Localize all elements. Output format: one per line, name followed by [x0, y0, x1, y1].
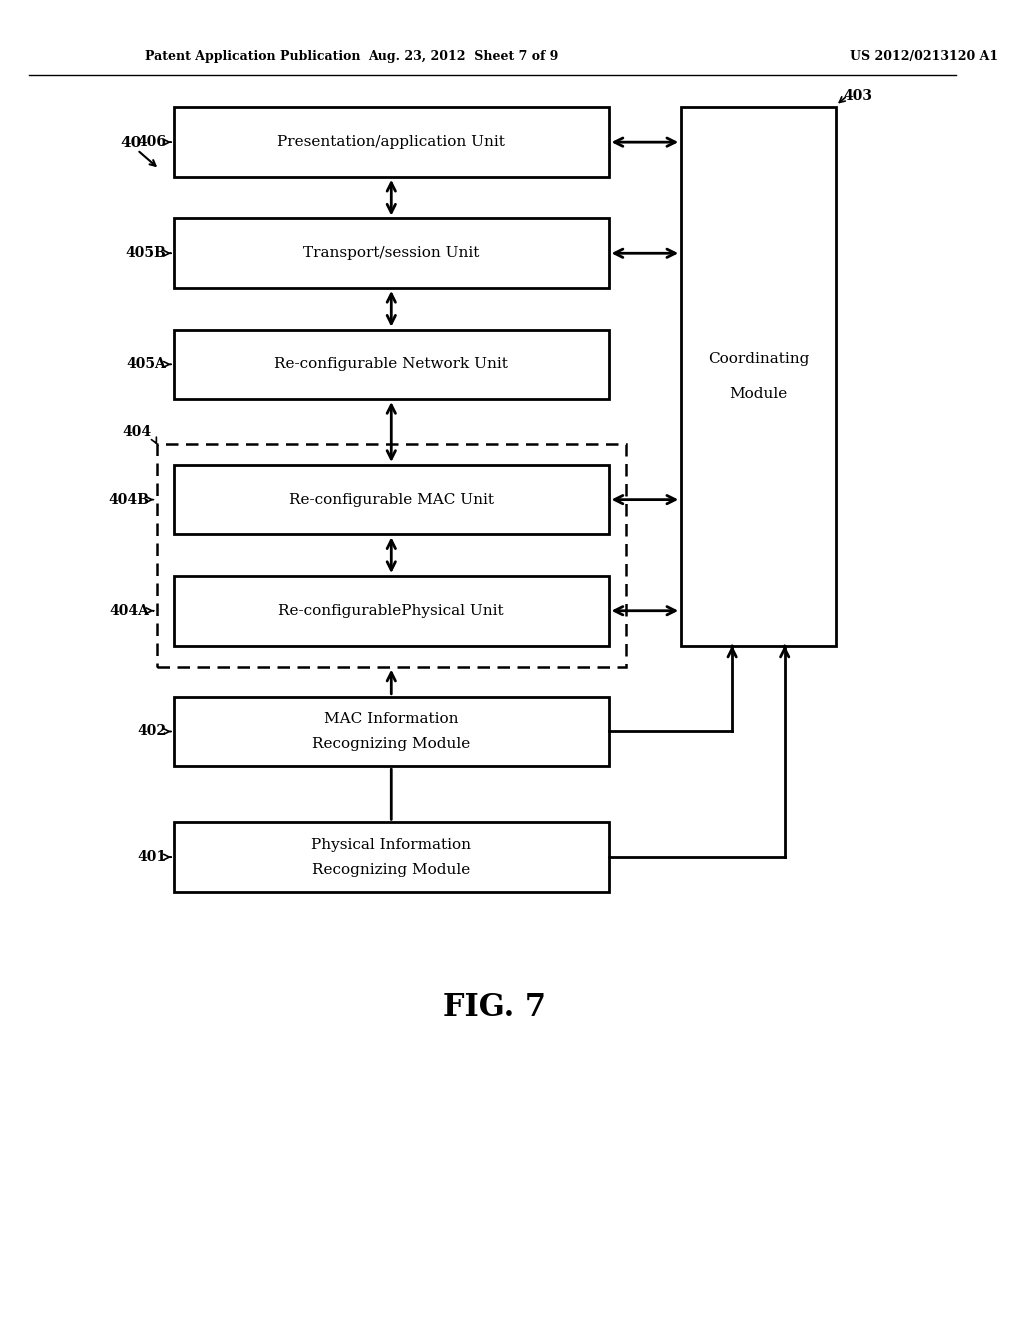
Text: Patent Application Publication: Patent Application Publication [145, 50, 360, 62]
Text: Recognizing Module: Recognizing Module [312, 863, 470, 876]
Text: Transport/session Unit: Transport/session Unit [303, 247, 479, 260]
Text: 402: 402 [137, 725, 166, 738]
Text: 404A: 404A [109, 603, 148, 618]
Text: Re-configurable Network Unit: Re-configurable Network Unit [274, 358, 508, 371]
Text: 406: 406 [137, 135, 166, 149]
Bar [174, 219, 608, 288]
Text: 405A: 405A [126, 358, 166, 371]
Text: US 2012/0213120 A1: US 2012/0213120 A1 [850, 50, 998, 62]
Bar [174, 107, 608, 177]
Text: Physical Information: Physical Information [311, 837, 471, 851]
Text: 403: 403 [844, 88, 872, 103]
Text: Aug. 23, 2012  Sheet 7 of 9: Aug. 23, 2012 Sheet 7 of 9 [369, 50, 559, 62]
Bar [174, 576, 608, 645]
Text: 405B: 405B [125, 247, 166, 260]
Bar [681, 107, 836, 645]
Text: 401: 401 [137, 850, 166, 865]
Bar [157, 444, 626, 667]
Bar [174, 822, 608, 892]
Text: Coordinating: Coordinating [708, 352, 809, 366]
Text: FIG. 7: FIG. 7 [443, 993, 546, 1023]
Text: 404B: 404B [108, 492, 148, 507]
Text: 40: 40 [121, 136, 142, 150]
Bar [174, 697, 608, 767]
Bar [174, 465, 608, 535]
Text: 404: 404 [123, 425, 152, 438]
Text: MAC Information: MAC Information [324, 711, 459, 726]
Bar [174, 330, 608, 399]
Text: Re-configurablePhysical Unit: Re-configurablePhysical Unit [279, 603, 504, 618]
Text: Module: Module [729, 387, 787, 401]
Text: Re-configurable MAC Unit: Re-configurable MAC Unit [289, 492, 494, 507]
Text: Presentation/application Unit: Presentation/application Unit [278, 135, 505, 149]
Text: Recognizing Module: Recognizing Module [312, 737, 470, 751]
